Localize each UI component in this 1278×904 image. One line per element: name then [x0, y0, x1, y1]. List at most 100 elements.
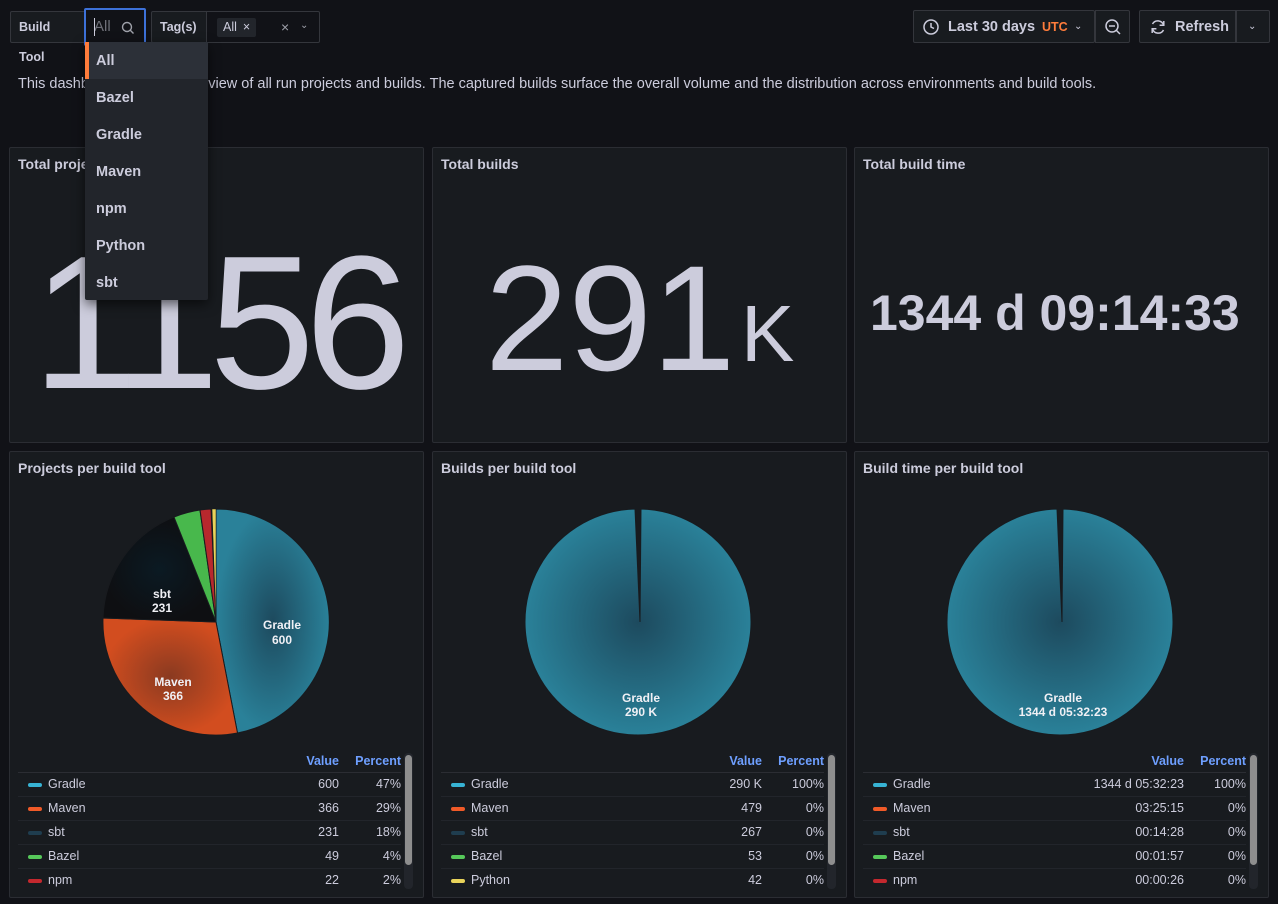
time-range-picker[interactable]: Last 30 days UTC ⌄	[913, 10, 1095, 43]
legend-name: Maven	[893, 801, 931, 815]
legend-percent: 0%	[1227, 873, 1246, 887]
tag-chip-label: All	[223, 20, 237, 34]
dropdown-option-sbt[interactable]: sbt	[85, 264, 208, 301]
chevron-down-icon: ⌄	[1248, 21, 1257, 32]
pie-slice-gradle[interactable]	[946, 508, 1174, 736]
build-tool-select[interactable]: All	[84, 8, 146, 46]
tags-select[interactable]: All × × ⌄	[206, 11, 320, 43]
chevron-down-icon[interactable]: ⌄	[300, 20, 309, 31]
timezone-label: UTC	[1042, 20, 1068, 34]
value-column-header[interactable]: Value	[1151, 754, 1184, 768]
dropdown-option-gradle[interactable]: Gradle	[85, 116, 208, 153]
zoom-out-button[interactable]	[1095, 10, 1130, 43]
option-label: sbt	[96, 275, 118, 291]
dropdown-option-python[interactable]: Python	[85, 227, 208, 264]
legend-percent: 0%	[805, 825, 824, 839]
legend-row[interactable]: Maven 03:25:15 0%	[863, 797, 1246, 821]
refresh-button[interactable]: Refresh	[1139, 10, 1236, 43]
legend-swatch	[28, 879, 42, 883]
legend-name: sbt	[48, 825, 65, 839]
dropdown-option-bazel[interactable]: Bazel	[85, 79, 208, 116]
legend-table: Value Percent Gradle 290 K 100% Maven 479 0%…	[441, 751, 824, 893]
panel-title: Total build time	[863, 156, 966, 172]
legend-scrollbar[interactable]	[827, 753, 836, 889]
legend-row[interactable]: Bazel 53 0%	[441, 845, 824, 869]
panel-total-builds: Total builds 291 K	[432, 147, 847, 443]
legend-name: Bazel	[471, 849, 503, 863]
scrollbar-thumb[interactable]	[405, 755, 412, 865]
clear-icon[interactable]: ×	[281, 19, 290, 35]
legend-row[interactable]: Gradle 290 K 100%	[441, 773, 824, 797]
legend-row[interactable]: Gradle 600 47%	[18, 773, 401, 797]
legend-percent: 0%	[1227, 849, 1246, 863]
legend-name: Gradle	[893, 777, 931, 791]
panel-title: Total builds	[441, 156, 519, 172]
scrollbar-thumb[interactable]	[828, 755, 835, 865]
option-label: Bazel	[96, 90, 134, 106]
pie-label-value: 231	[152, 601, 172, 615]
panel-total-projects: Total projects 1156	[9, 147, 424, 443]
stat-value: 1344 d 09:14:33	[870, 285, 1240, 341]
legend-row[interactable]: npm 22 2%	[18, 869, 401, 893]
legend-row[interactable]: Bazel 49 4%	[18, 845, 401, 869]
legend-name: Maven	[48, 801, 86, 815]
build-tool-dropdown: All Bazel Gradle Maven npm Python sbt	[85, 42, 208, 300]
pie-slice-gradle[interactable]	[524, 508, 752, 736]
legend-row[interactable]: sbt 267 0%	[441, 821, 824, 845]
scrollbar-thumb[interactable]	[1250, 755, 1257, 865]
pie-label-name: Gradle	[622, 691, 660, 705]
dropdown-option-npm[interactable]: npm	[85, 190, 208, 227]
legend-row[interactable]: sbt 231 18%	[18, 821, 401, 845]
legend-swatch	[451, 807, 465, 811]
refresh-interval-button[interactable]: ⌄	[1236, 10, 1270, 43]
clock-icon	[922, 18, 940, 41]
value-column-header[interactable]: Value	[306, 754, 339, 768]
legend-row[interactable]: Bazel 00:01:57 0%	[863, 845, 1246, 869]
build-tool-label: Build Tool	[10, 11, 86, 64]
option-label: Maven	[96, 164, 142, 180]
panel-build-time-per-build-tool: Build time per build tool Gradle 1344 d …	[854, 451, 1269, 898]
pie-chart: Gradle 1344 d 05:32:23	[946, 508, 1174, 736]
chevron-down-icon: ⌄	[1074, 21, 1083, 32]
legend-percent: 0%	[805, 849, 824, 863]
pie-slice-gradle[interactable]	[215, 508, 330, 734]
legend-scrollbar[interactable]	[1249, 753, 1258, 889]
legend-percent: 100%	[1214, 777, 1246, 791]
legend-percent: 0%	[1227, 825, 1246, 839]
pie-label-name: Gradle	[1044, 691, 1082, 705]
pie-label-value: 366	[163, 689, 183, 703]
legend-row[interactable]: npm 00:00:26 0%	[863, 869, 1246, 893]
dropdown-option-all[interactable]: All	[85, 42, 208, 79]
legend-swatch	[451, 783, 465, 787]
tag-chip[interactable]: All ×	[217, 18, 257, 37]
legend-row[interactable]: Python 42 0%	[441, 869, 824, 893]
pie-slice-sbt[interactable]	[102, 516, 217, 623]
legend-swatch	[451, 879, 465, 883]
legend-row[interactable]: Maven 479 0%	[441, 797, 824, 821]
legend-row[interactable]: Gradle 1344 d 05:32:23 100%	[863, 773, 1246, 797]
legend-scrollbar[interactable]	[404, 753, 413, 889]
percent-column-header[interactable]: Percent	[355, 754, 401, 768]
stat-unit: K	[741, 289, 795, 378]
pie-slice-python[interactable]	[211, 508, 217, 623]
legend-percent: 4%	[382, 849, 401, 863]
pie-slice-maven[interactable]	[102, 617, 239, 736]
legend-row[interactable]: sbt 00:14:28 0%	[863, 821, 1246, 845]
value-column-header[interactable]: Value	[729, 754, 762, 768]
pie-label-name: Gradle	[263, 618, 301, 632]
panel-projects-per-build-tool: Projects per build tool Gradle 600 Maven…	[9, 451, 424, 898]
legend-percent: 47%	[375, 777, 401, 791]
option-label: npm	[96, 201, 127, 217]
legend-value: 03:25:15	[1135, 801, 1184, 815]
pie-slice-npm[interactable]	[199, 508, 217, 623]
legend-value: 49	[325, 849, 339, 863]
legend-row[interactable]: Maven 366 29%	[18, 797, 401, 821]
chip-remove-icon[interactable]: ×	[242, 20, 251, 34]
option-label: Gradle	[96, 127, 142, 143]
percent-column-header[interactable]: Percent	[778, 754, 824, 768]
legend-name: Bazel	[48, 849, 80, 863]
panel-total-build-time: Total build time 1344 d 09:14:33	[854, 147, 1269, 443]
dropdown-option-maven[interactable]: Maven	[85, 153, 208, 190]
legend-name: sbt	[471, 825, 488, 839]
percent-column-header[interactable]: Percent	[1200, 754, 1246, 768]
